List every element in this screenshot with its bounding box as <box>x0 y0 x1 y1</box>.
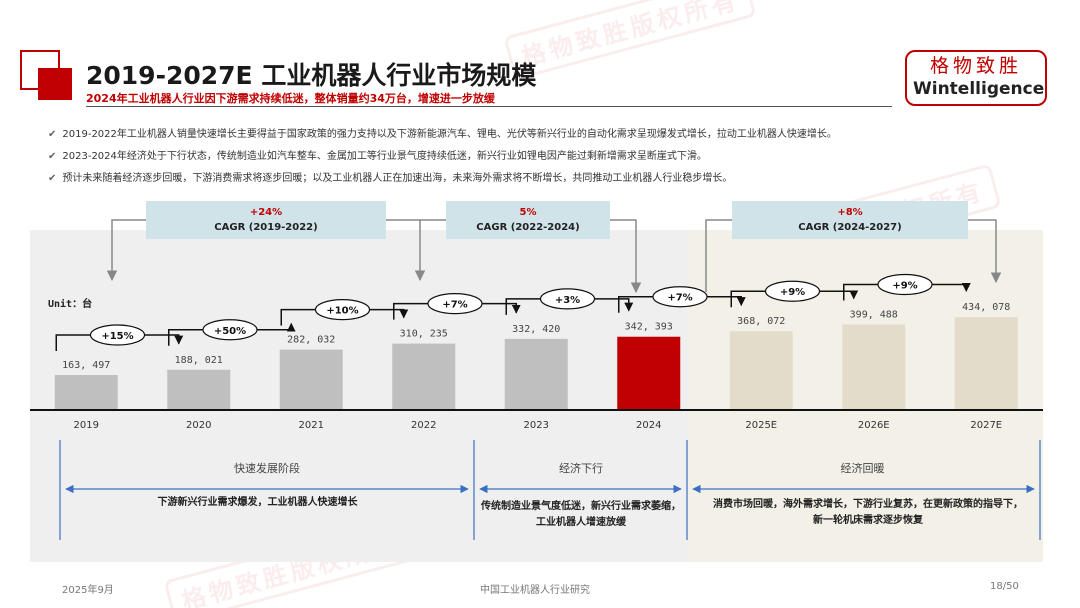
value-label: 342, 393 <box>625 322 673 333</box>
footer-page-number: 18/50 <box>990 581 1019 592</box>
category-label: 2027E <box>970 420 1002 431</box>
unit-label: Unit：台 <box>48 297 92 310</box>
cagr-bracket-arrow <box>968 219 1002 284</box>
category-label: 2023 <box>524 420 549 431</box>
phase-title-recovery: 经济回暖 <box>840 462 885 475</box>
footer-date: 2025年9月 <box>62 585 114 596</box>
category-label: 2026E <box>858 420 890 431</box>
growth-label: +7% <box>667 293 692 304</box>
brand-name-cn: 格物致胜 <box>929 55 1022 77</box>
growth-bubble <box>764 280 821 302</box>
header-divider <box>86 106 892 107</box>
bar-2020 <box>167 369 231 410</box>
page-subtitle: 2024年工业机器人行业因下游需求持续低迷，整体销量约34万台，增速进一步放缓 <box>86 92 495 105</box>
value-label: 368, 072 <box>737 316 785 327</box>
value-label: 434, 078 <box>962 302 1010 313</box>
page-title: 2019-2027E 工业机器人行业市场规模 <box>86 61 537 90</box>
growth-bubble <box>652 286 708 308</box>
cagr-rate: +24% <box>249 207 283 218</box>
bar-2019 <box>54 375 118 410</box>
category-label: 2025E <box>745 420 777 431</box>
cagr-bracket-arrow <box>106 219 146 282</box>
growth-bubble <box>427 293 483 315</box>
check-icon: ✔ <box>48 129 57 140</box>
cagr-bracket-arrow <box>386 219 426 282</box>
bar-2021 <box>279 349 343 410</box>
growth-label: +15% <box>101 331 133 342</box>
bar-2022 <box>392 343 456 410</box>
category-label: 2024 <box>636 420 661 431</box>
growth-bubble <box>539 288 596 310</box>
cagr-rate: +8% <box>837 207 863 218</box>
bar-2023 <box>504 338 568 410</box>
value-label: 310, 235 <box>400 329 448 340</box>
growth-label: +9% <box>780 287 805 298</box>
growth-label: +50% <box>214 326 246 337</box>
growth-label: +3% <box>555 295 580 306</box>
brand-name-en: Wintelligence <box>913 79 1045 99</box>
cagr-box-2024-2027: +8% CAGR (2024-2027) <box>732 201 968 239</box>
bar-2026E <box>842 324 906 410</box>
phase-desc-fast-growth: 下游新兴行业需求爆发，工业机器人快速增长 <box>157 497 358 508</box>
cagr-box-2019-2022: +24% CAGR (2019-2022) <box>146 201 386 239</box>
cagr-label: CAGR (2019-2022) <box>214 222 318 233</box>
bullet-item: ✔ 预计未来随着经济逐步回暖，下游消费需求将逐步回暖；以及工业机器人正在加速出海，… <box>48 173 733 184</box>
cagr-bracket-arrow <box>610 219 642 294</box>
growth-bubble <box>89 324 146 346</box>
value-label: 332, 420 <box>512 324 560 335</box>
growth-label: +7% <box>442 300 467 311</box>
footer-report-name: 中国工业机器人行业研究 <box>480 585 590 596</box>
category-label: 2022 <box>411 420 436 431</box>
bar-2027E <box>954 317 1018 410</box>
growth-bubble <box>314 299 371 321</box>
cagr-box-2022-2024: 5% CAGR (2022-2024) <box>446 201 610 239</box>
phase-desc-recovery: 消费市场回暖，海外需求增长，下游行业复苏，在更新政策的指导下，新一轮机床需求逐步… <box>713 499 1023 526</box>
bullet-item: ✔ 2023-2024年经济处于下行状态，传统制造业如汽车整车、金属加工等行业景气… <box>48 151 707 162</box>
check-icon: ✔ <box>48 151 57 162</box>
bar-2025E <box>729 331 793 410</box>
brand-logo: 格物致胜 Wintelligence <box>905 50 1047 106</box>
cagr-label: CAGR (2024-2027) <box>798 222 902 233</box>
value-label: 399, 488 <box>850 310 898 321</box>
bullet-item: ✔ 2019-2022年工业机器人销量快速增长主要得益于国家政策的强力支持以及下游… <box>48 129 837 140</box>
growth-label: +10% <box>326 306 358 317</box>
logo-square-fill <box>38 68 72 100</box>
cagr-rate: 5% <box>519 207 537 218</box>
phase-title-downturn: 经济下行 <box>559 462 603 475</box>
growth-bubble <box>202 319 258 341</box>
value-label: 282, 032 <box>287 335 335 346</box>
value-label: 163, 497 <box>62 360 110 371</box>
category-label: 2020 <box>186 420 211 431</box>
value-label: 188, 021 <box>175 355 223 366</box>
phase-title-fast-growth: 快速发展阶段 <box>234 462 300 475</box>
growth-label: +9% <box>892 281 917 292</box>
growth-bubble <box>877 273 933 296</box>
phase-desc-downturn: 传统制造业景气度低迷，新兴行业需求萎缩，工业机器人增速放缓 <box>481 501 681 528</box>
category-label: 2021 <box>299 420 324 431</box>
category-label: 2019 <box>74 420 99 431</box>
cagr-bracket-line <box>705 219 732 292</box>
chart-panel-historical <box>30 230 688 562</box>
cagr-label: CAGR (2022-2024) <box>476 222 580 233</box>
check-icon: ✔ <box>48 173 57 184</box>
bar-2024 <box>617 336 681 410</box>
bullet-list: ✔ 2019-2022年工业机器人销量快速增长主要得益于国家政策的强力支持以及下游… <box>48 124 1058 190</box>
